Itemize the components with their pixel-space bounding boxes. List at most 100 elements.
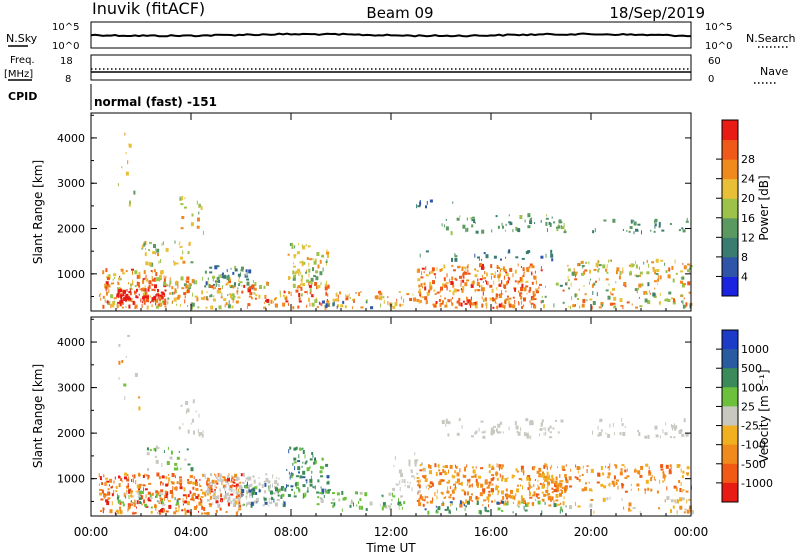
velocity-cell bbox=[576, 477, 579, 480]
velocity-cell bbox=[640, 465, 644, 470]
power-ytick-label: 2000 bbox=[57, 223, 85, 236]
power-cell bbox=[682, 262, 684, 265]
velocity-cell bbox=[684, 508, 687, 511]
velocity-cell bbox=[270, 490, 273, 495]
power-cell bbox=[575, 274, 576, 278]
power-cell bbox=[108, 289, 110, 294]
velocity-cell bbox=[182, 423, 184, 426]
velocity-cell bbox=[128, 489, 132, 492]
velocity-cell bbox=[676, 499, 678, 502]
power-cell bbox=[517, 280, 521, 283]
power-cell bbox=[117, 183, 119, 187]
power-cell bbox=[165, 276, 167, 279]
power-cell bbox=[270, 299, 273, 304]
power-cell bbox=[403, 298, 405, 303]
power-cell bbox=[306, 269, 308, 272]
velocity-cell bbox=[533, 491, 536, 496]
power-cell bbox=[191, 302, 195, 307]
power-cell bbox=[154, 284, 157, 289]
power-cell bbox=[523, 287, 527, 292]
power-cell bbox=[326, 292, 328, 296]
velocity-cell bbox=[628, 502, 632, 507]
power-cell bbox=[218, 274, 220, 279]
power-cell bbox=[475, 302, 477, 307]
velocity-cell bbox=[314, 485, 316, 490]
power-cell bbox=[633, 221, 637, 226]
velocity-cell bbox=[125, 355, 127, 358]
velocity-cell bbox=[161, 500, 164, 502]
power-cell bbox=[308, 262, 310, 267]
power-cell bbox=[460, 279, 462, 284]
power-cell bbox=[148, 262, 152, 267]
velocity-cell bbox=[195, 479, 198, 483]
power-cell bbox=[472, 280, 475, 285]
power-cell bbox=[481, 287, 483, 292]
velocity-cell bbox=[501, 490, 504, 495]
power-cell bbox=[196, 297, 199, 302]
velocity-cell bbox=[226, 499, 229, 503]
velocity-cell bbox=[599, 418, 603, 421]
power-cell bbox=[177, 294, 181, 298]
velocity-cell bbox=[606, 476, 610, 479]
power-cell bbox=[106, 277, 110, 281]
power-cell bbox=[254, 297, 257, 300]
station-title: Inuvik (fitACF) bbox=[92, 0, 205, 18]
velocity-cell bbox=[234, 500, 238, 505]
power-cell bbox=[471, 302, 475, 306]
power-cell bbox=[353, 300, 355, 303]
power-cell bbox=[602, 264, 606, 269]
power-cell bbox=[553, 221, 556, 224]
power-cell bbox=[541, 295, 543, 298]
velocity-cell bbox=[451, 503, 453, 506]
power-cell bbox=[459, 215, 461, 218]
power-cell bbox=[657, 282, 658, 285]
power-cell bbox=[194, 295, 198, 298]
power-cell bbox=[219, 290, 222, 294]
velocity-cell bbox=[487, 493, 491, 497]
power-cell bbox=[181, 287, 185, 290]
power-cell bbox=[184, 295, 186, 299]
velocity-cell bbox=[192, 486, 195, 490]
power-cell bbox=[225, 283, 228, 286]
power-cell bbox=[643, 290, 646, 295]
power-cell bbox=[190, 261, 194, 264]
power-cell bbox=[529, 263, 533, 267]
velocity-cell bbox=[314, 460, 318, 463]
power-cell bbox=[143, 300, 146, 305]
power-cell bbox=[226, 276, 230, 281]
velocity-cell bbox=[498, 464, 502, 469]
velocity-cell bbox=[616, 479, 619, 482]
velocity-cell bbox=[381, 506, 384, 511]
power-cell bbox=[635, 306, 638, 309]
power-cell bbox=[326, 249, 328, 253]
power-cell bbox=[197, 217, 200, 222]
velocity-cell bbox=[240, 473, 243, 477]
velocity-cell bbox=[125, 495, 127, 499]
velocity-cell bbox=[528, 481, 531, 486]
power-cell bbox=[529, 287, 532, 291]
velocity-cell bbox=[164, 494, 166, 497]
power-cell bbox=[531, 304, 532, 308]
power-cell bbox=[497, 293, 499, 296]
power-cell bbox=[309, 291, 311, 294]
power-cell bbox=[104, 298, 106, 303]
velocity-cell bbox=[673, 485, 677, 489]
velocity-cell bbox=[297, 466, 301, 471]
power-cell bbox=[133, 300, 135, 305]
power-cell bbox=[505, 290, 507, 293]
velocity-cell bbox=[670, 499, 674, 503]
velocity-cell bbox=[263, 497, 267, 501]
velocity-cell bbox=[419, 495, 422, 499]
velocity-cell bbox=[621, 464, 625, 467]
power-cell bbox=[212, 283, 215, 286]
power-cell bbox=[424, 286, 427, 291]
velocity-cell bbox=[291, 472, 293, 476]
power-cell bbox=[159, 294, 163, 299]
power-cell bbox=[181, 196, 184, 201]
velocity-cell bbox=[148, 482, 152, 485]
power-cell bbox=[113, 282, 115, 285]
velocity-cell bbox=[449, 486, 451, 489]
velocity-cell bbox=[268, 497, 271, 500]
power-cell bbox=[519, 292, 522, 297]
velocity-cell bbox=[512, 511, 514, 514]
